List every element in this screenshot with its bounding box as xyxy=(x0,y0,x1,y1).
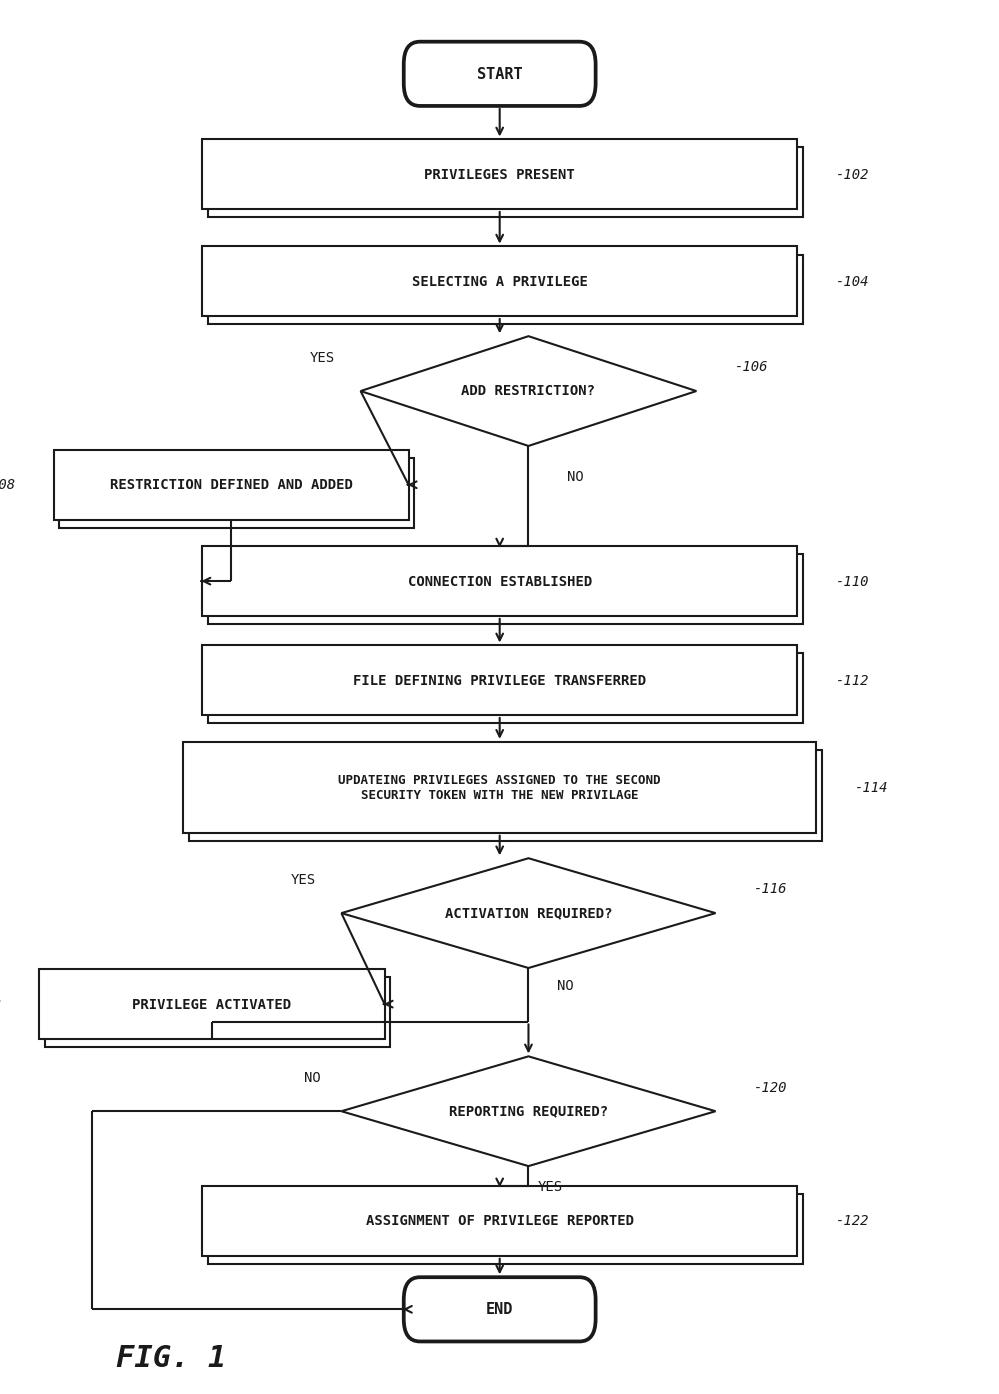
Bar xyxy=(202,139,797,209)
Text: END: END xyxy=(486,1302,513,1317)
Text: PRIVILEGE ACTIVATED: PRIVILEGE ACTIVATED xyxy=(132,997,292,1011)
Text: PRIVILEGES PRESENT: PRIVILEGES PRESENT xyxy=(425,167,574,181)
Bar xyxy=(208,555,802,625)
Text: NO: NO xyxy=(566,470,583,484)
Text: -120: -120 xyxy=(753,1080,787,1094)
Polygon shape xyxy=(342,859,715,967)
Bar xyxy=(189,750,822,841)
Text: FIG. 1: FIG. 1 xyxy=(116,1344,226,1372)
Text: REPORTING REQUIRED?: REPORTING REQUIRED? xyxy=(449,1104,607,1118)
Bar xyxy=(202,247,797,316)
Text: UPDATEING PRIVILEGES ASSIGNED TO THE SECOND
SECURITY TOKEN WITH THE NEW PRIVILAG: UPDATEING PRIVILEGES ASSIGNED TO THE SEC… xyxy=(339,774,660,802)
Text: 108: 108 xyxy=(0,478,15,492)
Polygon shape xyxy=(342,1057,715,1167)
Text: YES: YES xyxy=(310,350,335,365)
Text: -122: -122 xyxy=(835,1214,869,1228)
Text: YES: YES xyxy=(291,873,316,887)
Bar xyxy=(59,459,415,528)
Text: ACTIVATION REQUIRED?: ACTIVATION REQUIRED? xyxy=(445,906,612,920)
Text: YES: YES xyxy=(537,1179,563,1193)
Text: -110: -110 xyxy=(835,574,869,588)
Text: CONNECTION ESTABLISHED: CONNECTION ESTABLISHED xyxy=(408,574,591,588)
Bar xyxy=(202,1186,797,1256)
Text: -112: -112 xyxy=(835,673,869,687)
Text: NO: NO xyxy=(304,1071,321,1085)
Bar xyxy=(208,148,802,217)
Text: -114: -114 xyxy=(854,781,888,795)
Bar xyxy=(208,255,802,325)
Bar xyxy=(45,977,391,1047)
Bar xyxy=(202,546,797,616)
Bar xyxy=(208,654,802,723)
Text: -116: -116 xyxy=(753,882,787,896)
Bar xyxy=(202,645,797,715)
Text: RESTRICTION DEFINED AND ADDED: RESTRICTION DEFINED AND ADDED xyxy=(110,478,353,492)
Text: START: START xyxy=(477,67,522,82)
Bar xyxy=(39,969,385,1039)
Text: ADD RESTRICTION?: ADD RESTRICTION? xyxy=(462,385,595,399)
FancyBboxPatch shape xyxy=(404,1277,595,1341)
Bar xyxy=(208,1195,802,1264)
Text: -106: -106 xyxy=(734,360,768,374)
Text: SELECTING A PRIVILEGE: SELECTING A PRIVILEGE xyxy=(412,275,587,289)
Text: NO: NO xyxy=(557,979,573,993)
Text: -104: -104 xyxy=(835,275,869,289)
Bar xyxy=(183,742,816,834)
Text: -102: -102 xyxy=(835,167,869,181)
Text: ASSIGNMENT OF PRIVILEGE REPORTED: ASSIGNMENT OF PRIVILEGE REPORTED xyxy=(366,1214,633,1228)
Bar xyxy=(54,450,409,520)
Polygon shape xyxy=(361,336,696,446)
FancyBboxPatch shape xyxy=(404,42,595,106)
Text: FILE DEFINING PRIVILEGE TRANSFERRED: FILE DEFINING PRIVILEGE TRANSFERRED xyxy=(353,673,646,687)
